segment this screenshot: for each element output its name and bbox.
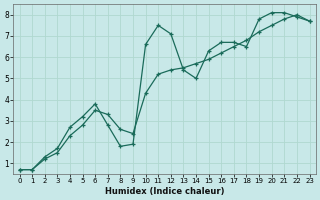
X-axis label: Humidex (Indice chaleur): Humidex (Indice chaleur) [105,187,224,196]
